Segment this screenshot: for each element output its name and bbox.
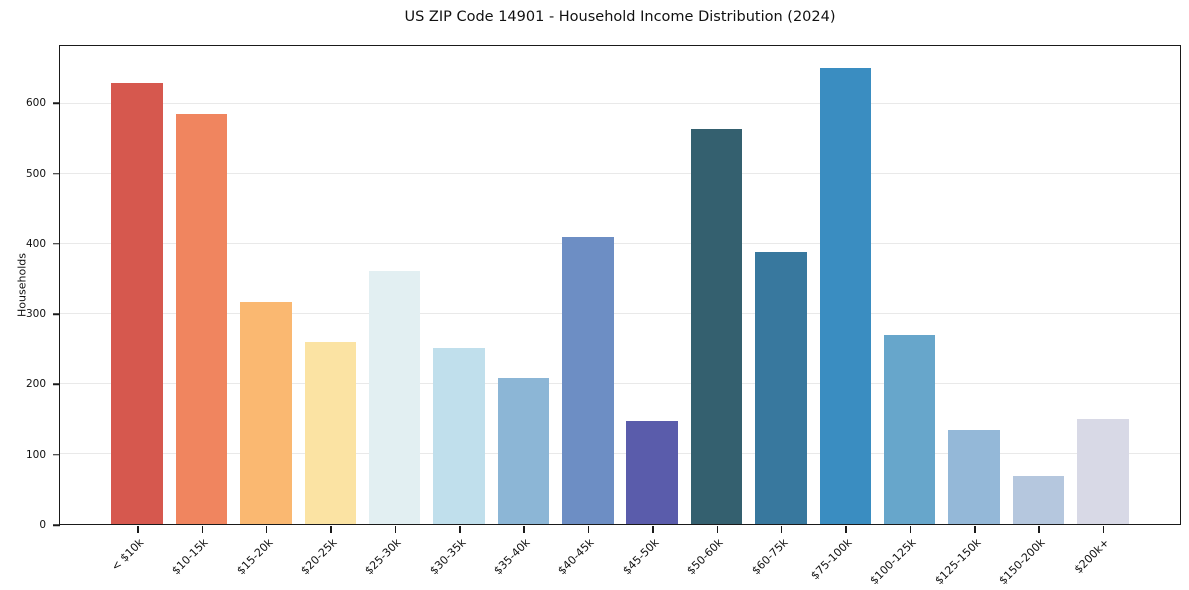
- y-axis: 0 100 200 300 400 500 600: [0, 45, 60, 531]
- x-tick-mark: [1102, 525, 1105, 533]
- bar: [948, 430, 1000, 524]
- bar-slot: $150-200k: [996, 46, 1070, 587]
- x-tick-label: $30-35k: [426, 536, 469, 578]
- y-tick-label: 200: [25, 378, 46, 391]
- bar-slot: $50-60k: [684, 46, 748, 577]
- x-tick-label: $150-200k: [996, 536, 1048, 588]
- y-tick-label: 600: [25, 97, 46, 110]
- gridline: [60, 453, 1180, 455]
- chart-title: US ZIP Code 14901 - Household Income Dis…: [404, 9, 836, 25]
- gridline: [60, 243, 1180, 245]
- bar-slot: $30-35k: [427, 46, 491, 577]
- y-tick-label: 300: [25, 308, 46, 321]
- bar: [690, 128, 743, 524]
- x-tick-mark: [780, 525, 783, 533]
- x-tick-label: $100-125k: [867, 536, 919, 588]
- bar: [433, 348, 485, 524]
- bar: [883, 335, 936, 524]
- x-tick-label: $25-30k: [362, 536, 404, 578]
- y-tick-mark: [53, 383, 60, 386]
- bar-slot: $75-100k: [808, 46, 877, 582]
- bar-slot: $35-40k: [491, 46, 555, 577]
- bar: [240, 302, 292, 524]
- x-tick-label: $10-15k: [169, 536, 211, 578]
- bar-slot: $25-30k: [363, 46, 427, 577]
- x-tick-mark: [523, 525, 525, 533]
- x-tick-mark: [974, 525, 976, 533]
- x-tick-label: $75-100k: [808, 536, 855, 583]
- bar: [304, 342, 357, 524]
- x-tick-label: $20-25k: [298, 536, 340, 578]
- bar-slot: < $10k: [105, 46, 169, 574]
- x-tick-mark: [716, 525, 719, 533]
- bar-slot: $10-15k: [169, 46, 233, 577]
- x-tick-mark: [201, 525, 204, 533]
- x-tick-mark: [1038, 525, 1040, 533]
- bar-slot: $15-20k: [234, 46, 298, 577]
- bar: [562, 237, 614, 524]
- bar: [755, 252, 807, 524]
- x-tick-mark: [587, 525, 590, 533]
- bars-row: < $10k $10-15k $15-20k $20-25k $25-30k $30-35…: [60, 46, 1180, 587]
- bar: [111, 83, 163, 524]
- gridline: [60, 173, 1180, 175]
- x-tick-mark: [394, 525, 397, 533]
- bar-slot: $40-45k: [556, 46, 620, 577]
- bar-slot: $125-150k: [932, 46, 1006, 587]
- x-tick-label: $200k+: [1071, 536, 1113, 577]
- y-tick-mark: [53, 102, 60, 105]
- y-tick-label: 0: [39, 519, 46, 531]
- plot-area: < $10k $10-15k $15-20k $20-25k $25-30k $30-35…: [59, 45, 1181, 587]
- y-tick-mark: [53, 453, 60, 456]
- bar: [497, 377, 550, 524]
- x-tick-label: $35-40k: [491, 536, 533, 578]
- y-tick-label: 100: [25, 448, 46, 461]
- y-tick-label: 400: [25, 237, 46, 250]
- x-tick-mark: [265, 525, 268, 533]
- y-tick-mark: [53, 313, 60, 315]
- x-tick-label: $45-50k: [620, 536, 662, 578]
- x-tick-mark: [459, 525, 461, 533]
- bar: [1077, 419, 1129, 524]
- y-tick-mark: [53, 172, 60, 175]
- bar-slot: $20-25k: [298, 46, 362, 577]
- y-tick-mark: [53, 524, 60, 526]
- x-tick-label: < $10k: [108, 536, 147, 574]
- bar: [368, 271, 421, 524]
- y-tick-label: 500: [25, 167, 46, 180]
- x-tick-mark: [137, 525, 139, 533]
- x-tick-mark: [845, 525, 847, 533]
- bar: [626, 421, 678, 524]
- x-tick-label: $60-75k: [748, 536, 791, 578]
- y-tick-mark: [53, 243, 60, 245]
- x-tick-label: $125-150k: [932, 536, 984, 588]
- bar-slot: $100-125k: [868, 46, 942, 587]
- x-tick-label: $50-60k: [684, 536, 726, 578]
- x-tick-mark: [652, 525, 654, 533]
- bar-slot: $200k+: [1071, 46, 1135, 576]
- gridline: [60, 103, 1180, 105]
- x-tick-mark: [909, 525, 912, 533]
- bar: [819, 68, 872, 524]
- bar-slot: $45-50k: [620, 46, 684, 577]
- x-tick-mark: [330, 525, 332, 533]
- bar-slot: $60-75k: [749, 46, 813, 577]
- gridline: [60, 313, 1180, 315]
- x-tick-label: $15-20k: [233, 536, 276, 578]
- bar: [1012, 475, 1065, 524]
- x-tick-label: $40-45k: [555, 536, 598, 578]
- gridline: [60, 383, 1180, 385]
- bar: [175, 113, 228, 524]
